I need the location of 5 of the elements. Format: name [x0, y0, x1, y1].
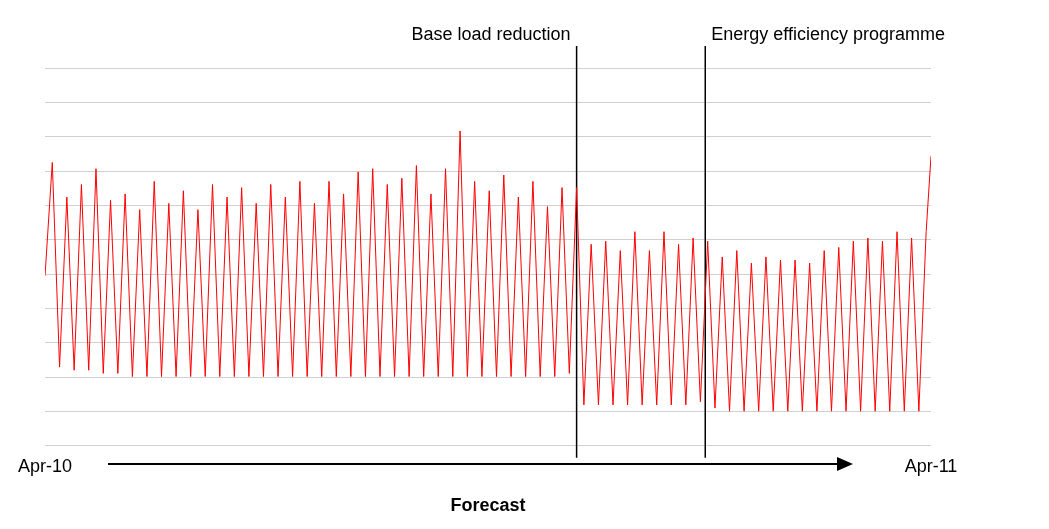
x-axis-title: Forecast: [450, 495, 526, 516]
x-tick-label: Apr-10: [18, 455, 73, 476]
ref-line-label: Energy efficiency programme: [711, 23, 946, 44]
x-tick-label: Apr-11: [904, 455, 958, 476]
ref-line-label: Base load reduction: [411, 23, 571, 44]
